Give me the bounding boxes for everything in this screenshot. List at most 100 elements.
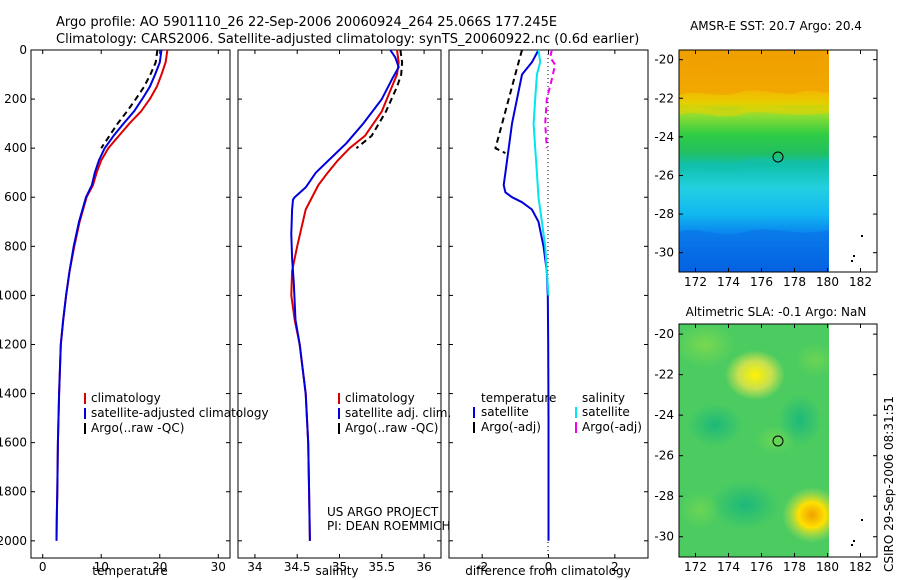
legend-header-temperature: temperature	[481, 391, 556, 405]
series-line-sal_satellite	[532, 49, 550, 296]
pi-label: PI: DEAN ROEMMICH	[327, 519, 450, 533]
temperature-legend: climatology satellite-adjusted climatolo…	[84, 391, 269, 435]
legend-header-salinity: salinity	[582, 391, 625, 405]
lon-tick-label: 172	[684, 275, 707, 289]
salinity-lines	[290, 49, 404, 541]
lat-tick-label: -28	[654, 489, 674, 503]
series-line-sal_argo	[544, 49, 557, 149]
lon-tick-label: 182	[849, 275, 872, 289]
lon-tick-label: 178	[783, 275, 806, 289]
sla-map-panel: Altimetric SLA: -0.1 Argo: NaN 172 174 176…	[654, 305, 878, 574]
timestamp-label: CSIRO 29-Sep-2006 08:31:51	[882, 396, 896, 572]
y-tick-label: 1000	[0, 288, 27, 302]
difference-ticks: -2 0 2	[449, 49, 648, 574]
lat-tick-label: -30	[654, 246, 674, 260]
lon-tick-label: 174	[717, 275, 740, 289]
sst-map-ticks: 172 174 176 178 180 182 -20 -22 -24 -26 -28 -30	[654, 50, 877, 289]
legend-label-argo: Argo(..raw -QC)	[91, 421, 184, 435]
legend-label-satellite: satellite-adjusted climatology	[91, 406, 269, 420]
sla-map-title: Altimetric SLA: -0.1 Argo: NaN	[686, 305, 867, 319]
temperature-ticks: 0 10 20 30 0 200 400 600 800 1000 1200 1400 1600 1800…	[0, 43, 230, 574]
y-tick-label: 400	[4, 141, 27, 155]
series-line-climatology	[290, 49, 400, 541]
x-tick-label: 0	[545, 560, 553, 574]
y-tick-label: 1800	[0, 485, 27, 499]
lon-tick-label: 180	[816, 560, 839, 574]
x-tick-label: 30	[211, 560, 226, 574]
x-tick-label: 10	[94, 560, 109, 574]
series-line-satellite	[502, 49, 550, 541]
legend-label-satellite: satellite adj. clim.	[345, 406, 451, 420]
sst-map-title: AMSR-E SST: 20.7 Argo: 20.4	[690, 19, 862, 33]
legend-label-sal-satellite: satellite	[582, 405, 630, 419]
temperature-xlabel: temperature	[92, 564, 167, 578]
sla-field	[679, 324, 829, 557]
legend-label-sal-argo: Argo(-adj)	[582, 420, 642, 434]
difference-xlabel: difference from climatology	[465, 564, 631, 578]
series-line-argo	[100, 49, 159, 149]
lat-tick-label: -20	[654, 53, 674, 67]
lon-tick-label: 176	[750, 560, 773, 574]
legend-label-temp-satellite: satellite	[481, 405, 529, 419]
island-dots	[851, 519, 863, 546]
profile-location-marker	[772, 435, 784, 447]
series-line-satellite	[55, 49, 163, 541]
difference-legend: temperature satellite Argo(-adj) salinit…	[473, 391, 642, 434]
x-tick-label: 34	[247, 560, 262, 574]
lon-tick-label: 178	[783, 560, 806, 574]
series-line-argo	[355, 49, 404, 149]
figure-title-line2: Climatology: CARS2006. Satellite-adjuste…	[56, 32, 639, 47]
sst-map-panel: AMSR-E SST: 20.7 Argo: 20.4 172 174 176 178…	[654, 19, 878, 289]
temperature-lines	[55, 49, 169, 541]
x-tick-label: 35.5	[368, 560, 395, 574]
y-tick-label: 1400	[0, 387, 27, 401]
lon-tick-label: 172	[684, 560, 707, 574]
profile-location-marker	[772, 151, 784, 163]
island-dots	[851, 235, 863, 262]
sla-map-frame	[678, 323, 878, 558]
y-tick-label: 800	[4, 239, 27, 253]
y-tick-label: 600	[4, 190, 27, 204]
salinity-panel: 34 34.5 35 35.5 36 salinity climatology sate…	[237, 49, 451, 578]
temperature-axes-box	[30, 49, 231, 559]
x-tick-label: 2	[611, 560, 619, 574]
series-line-satellite	[290, 49, 400, 541]
temperature-panel: 0 10 20 30 0 200 400 600 800 1000 1200 1400 1600 1800…	[0, 43, 269, 578]
lat-tick-label: -22	[654, 368, 674, 382]
x-tick-label: 20	[152, 560, 167, 574]
lat-tick-label: -24	[654, 130, 674, 144]
x-tick-label: 34.5	[284, 560, 311, 574]
series-line-climatology	[55, 49, 169, 541]
y-tick-label: 0	[19, 43, 27, 57]
legend-label-argo: Argo(..raw -QC)	[345, 421, 438, 435]
lon-tick-label: 174	[717, 560, 740, 574]
lon-tick-label: 176	[750, 275, 773, 289]
x-tick-label: 0	[39, 560, 47, 574]
salinity-legend: climatology satellite adj. clim. Argo(..…	[338, 391, 451, 435]
lat-tick-label: -20	[654, 327, 674, 341]
legend-label-temp-argo: Argo(-adj)	[481, 420, 541, 434]
lat-tick-label: -26	[654, 168, 674, 182]
project-label: US ARGO PROJECT	[327, 505, 439, 519]
lon-tick-label: 182	[849, 560, 872, 574]
legend-label-climatology: climatology	[91, 391, 161, 405]
lat-tick-label: -28	[654, 207, 674, 221]
lon-tick-label: 180	[816, 275, 839, 289]
salinity-xlabel: salinity	[315, 564, 358, 578]
y-tick-label: 1200	[0, 337, 27, 351]
legend-label-climatology: climatology	[345, 391, 415, 405]
x-tick-label: -2	[476, 560, 488, 574]
salinity-axes-box	[237, 49, 442, 559]
difference-lines	[494, 49, 557, 541]
x-tick-label: 35	[332, 560, 347, 574]
lat-tick-label: -26	[654, 449, 674, 463]
difference-panel: -2 0 2 difference from climatology tempera…	[448, 49, 649, 578]
lat-tick-label: -30	[654, 530, 674, 544]
salinity-ticks: 34 34.5 35 35.5 36	[238, 49, 441, 574]
sla-map-ticks: 172 174 176 178 180 182 -20 -22 -24 -26 -28 -30	[654, 324, 877, 574]
x-tick-label: 36	[416, 560, 431, 574]
lat-tick-label: -22	[654, 91, 674, 105]
y-tick-label: 1600	[0, 436, 27, 450]
series-line-argo	[494, 49, 523, 154]
